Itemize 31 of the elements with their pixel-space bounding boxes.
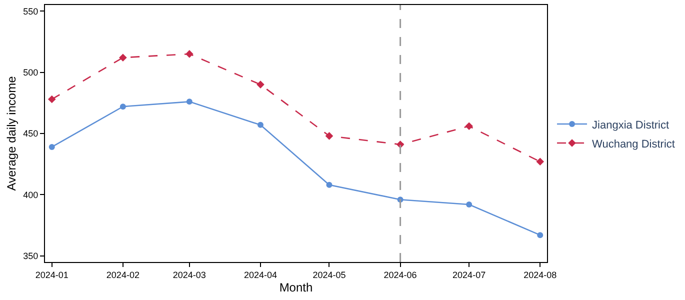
y-tick-label: 550 [23, 6, 38, 16]
point [186, 50, 194, 58]
point [466, 201, 472, 208]
x-axis-title: Month [279, 280, 313, 295]
x-tick-label: 2024-04 [244, 270, 277, 280]
legend-label: Jiangxia District [592, 119, 670, 132]
point [326, 182, 332, 188]
point [186, 98, 192, 105]
x-tick-label: 2024-03 [172, 270, 206, 280]
point [257, 122, 264, 128]
x-tick-label: 2024-02 [106, 270, 140, 280]
y-tick-label: 450 [23, 128, 38, 139]
x-tick-label: 2024-06 [384, 270, 417, 280]
point [48, 144, 55, 150]
point [537, 232, 544, 238]
y-tick-label: 350 [23, 251, 38, 262]
point [119, 54, 127, 62]
x-tick-label: 2024-07 [452, 270, 486, 280]
y-tick-label: 400 [23, 190, 38, 200]
point [256, 80, 264, 88]
legend-label: Wuchang District [592, 138, 675, 150]
point [48, 95, 56, 104]
y-tick-label: 500 [23, 67, 38, 78]
y-axis-title: Average daily income [4, 76, 18, 191]
point [536, 158, 544, 166]
point [120, 104, 126, 110]
x-tick-label: 2024-08 [524, 270, 557, 280]
x-tick-label: 2024-05 [312, 270, 346, 280]
point [325, 132, 334, 140]
x-tick-label: 2024-01 [35, 270, 68, 280]
point [465, 122, 473, 130]
